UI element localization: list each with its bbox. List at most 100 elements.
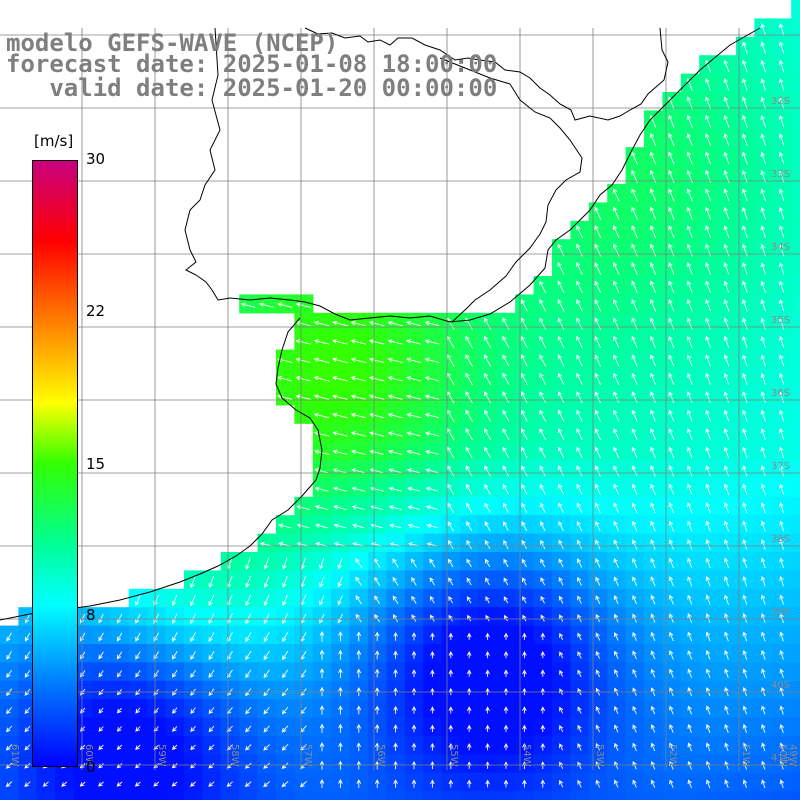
wind-cell xyxy=(717,662,737,682)
wind-cell xyxy=(699,607,719,627)
wind-cell xyxy=(460,791,479,800)
wind-cell xyxy=(128,736,148,755)
wind-cell xyxy=(73,662,93,682)
wind-cell xyxy=(276,625,295,645)
wind-arrow xyxy=(281,762,289,769)
wind-cell xyxy=(625,533,645,553)
wind-arrow xyxy=(559,706,564,714)
wind-arrow xyxy=(319,779,325,788)
wind-cell xyxy=(754,184,774,203)
wind-cell xyxy=(202,680,222,700)
wind-arrow xyxy=(135,594,141,606)
wind-cell xyxy=(294,368,314,387)
wind-cell xyxy=(680,533,700,553)
wind-cell xyxy=(239,680,259,700)
wind-arrow xyxy=(281,725,289,733)
lon-label: 58W xyxy=(229,744,240,767)
wind-arrow xyxy=(502,298,510,312)
coastline-uruguay-north xyxy=(439,57,583,323)
wind-cell xyxy=(552,460,571,479)
wind-cell xyxy=(607,607,627,627)
wind-arrow xyxy=(668,409,675,422)
wind-arrow xyxy=(245,650,252,661)
wind-arrow xyxy=(393,724,398,733)
wind-cell xyxy=(791,368,800,387)
wind-cell xyxy=(202,699,222,719)
wind-arrow xyxy=(333,504,347,511)
wind-cell xyxy=(423,423,443,443)
wind-arrow xyxy=(540,706,546,714)
wind-arrow xyxy=(332,320,348,327)
wind-cell xyxy=(533,349,553,369)
wind-cell xyxy=(644,128,663,148)
wind-arrow xyxy=(393,669,398,678)
wind-arrow xyxy=(503,539,509,550)
wind-arrow xyxy=(483,391,492,404)
wind-arrow xyxy=(5,762,13,769)
wind-cell xyxy=(312,368,332,387)
wind-arrow xyxy=(595,650,601,659)
wind-cell xyxy=(699,312,719,332)
wind-arrow xyxy=(557,391,565,404)
wind-cell xyxy=(570,257,590,277)
wind-arrow xyxy=(705,151,712,165)
wind-arrow xyxy=(406,431,421,437)
wind-cell xyxy=(147,717,167,737)
wind-cell xyxy=(754,349,774,369)
wind-arrow xyxy=(761,668,766,679)
wind-arrow xyxy=(135,744,141,751)
wind-arrow xyxy=(540,724,546,732)
wind-cell xyxy=(662,165,682,185)
wind-cell xyxy=(165,607,185,627)
lon-label: 49W xyxy=(787,744,798,767)
wind-arrow xyxy=(369,357,385,364)
wind-cell xyxy=(791,625,800,645)
wind-cell xyxy=(220,662,240,682)
wind-cell xyxy=(625,644,645,663)
wind-arrow xyxy=(594,465,601,477)
wind-arrow xyxy=(613,409,620,422)
wind-cell xyxy=(496,533,516,553)
wind-arrow xyxy=(558,558,564,568)
wind-cell xyxy=(276,533,295,553)
wind-cell xyxy=(772,772,792,792)
wind-cell xyxy=(736,331,755,351)
wind-arrow xyxy=(760,520,766,532)
wind-arrow xyxy=(723,483,730,495)
wind-arrow xyxy=(612,280,620,294)
wind-cell xyxy=(478,423,498,443)
wind-cell xyxy=(588,257,608,277)
wind-arrow xyxy=(483,317,492,331)
wind-cell xyxy=(478,460,498,479)
wind-arrow xyxy=(668,372,675,385)
wind-arrow xyxy=(686,465,693,477)
wind-cell xyxy=(625,441,645,461)
wind-cell xyxy=(699,386,719,406)
wind-arrow xyxy=(576,465,583,477)
wind-arrow xyxy=(411,706,417,714)
wind-cell xyxy=(331,478,351,498)
wind-arrow xyxy=(779,779,785,788)
wind-arrow xyxy=(631,409,638,422)
wind-cell xyxy=(312,349,332,369)
wind-arrow xyxy=(705,409,711,422)
wind-cell xyxy=(349,460,369,479)
wind-arrow xyxy=(577,724,582,733)
wind-cell xyxy=(699,404,719,424)
wind-cell xyxy=(736,791,755,800)
wind-arrow xyxy=(724,668,729,678)
wind-arrow xyxy=(392,614,399,623)
wind-arrow xyxy=(779,317,785,330)
wind-arrow xyxy=(760,299,766,312)
wind-cell xyxy=(736,202,755,222)
wind-cell xyxy=(404,552,424,571)
wind-arrow xyxy=(356,668,362,678)
wind-arrow xyxy=(687,760,692,770)
wind-arrow xyxy=(208,650,215,660)
wind-cell xyxy=(515,515,535,535)
wind-arrow xyxy=(226,781,233,787)
wind-arrow xyxy=(263,575,270,588)
wind-cell xyxy=(644,644,663,663)
wind-cell xyxy=(754,147,774,167)
